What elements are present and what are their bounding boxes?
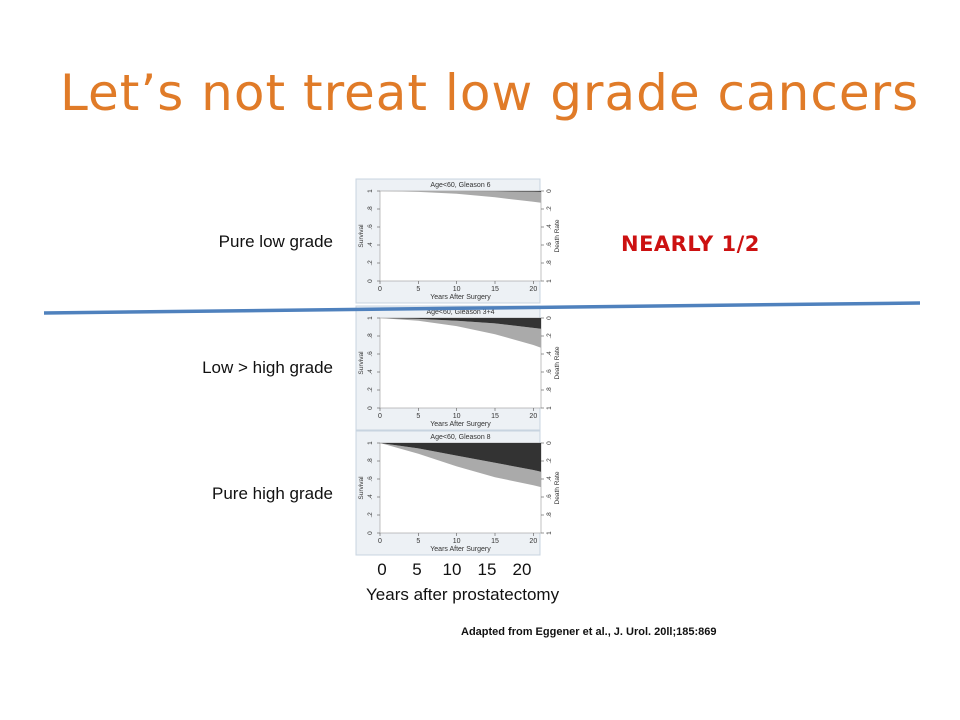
citation: Adapted from Eggener et al., J. Urol. 20… (461, 626, 717, 638)
right-y-axis-title: Death Rate (554, 346, 561, 379)
x-tick-label: 5 (416, 286, 420, 293)
left-y-tick-label: .8 (367, 333, 374, 339)
left-y-tick-label: .2 (367, 512, 374, 518)
right-y-tick-label: 0 (546, 316, 553, 320)
outer-x-tick-label: 0 (377, 560, 387, 579)
x-tick-label: 10 (453, 538, 461, 545)
x-tick-label: 20 (529, 286, 537, 293)
left-y-tick-label: 0 (367, 406, 374, 410)
panel-title: Age<60, Gleason 3+4 (426, 309, 494, 316)
right-y-tick-label: 1 (546, 406, 553, 410)
left-y-axis-title: Survival (358, 351, 365, 375)
x-tick-label: 20 (529, 538, 537, 545)
x-tick-label: 15 (491, 538, 499, 545)
right-y-tick-label: .2 (546, 206, 553, 212)
outer-x-tick-label: 15 (477, 560, 497, 579)
right-y-tick-label: 0 (546, 441, 553, 445)
right-y-tick-label: .2 (546, 458, 553, 464)
panel-1: Age<60, Gleason 60 1.2.8.4.6.6.4.8.21 0Sur… (355, 178, 561, 304)
right-y-tick-label: .2 (546, 333, 553, 339)
panel-title: Age<60, Gleason 8 (430, 434, 490, 441)
x-tick-label: 10 (453, 413, 461, 420)
row-label-low-high: Low > high grade (202, 358, 333, 377)
left-y-tick-label: .6 (367, 224, 374, 230)
x-tick-label: 0 (378, 413, 382, 420)
left-y-tick-label: .8 (367, 206, 374, 212)
row-label-pure-high: Pure high grade (212, 484, 333, 503)
left-y-tick-label: .4 (367, 242, 374, 248)
outer-x-tick-label: 20 (512, 560, 532, 579)
outer-x-tick-label: 5 (412, 560, 422, 579)
cancer-death-area (380, 318, 541, 329)
panel-title: Age<60, Gleason 6 (430, 182, 490, 189)
panel-x-axis-title: Years After Surgery (430, 294, 491, 301)
left-y-tick-label: .4 (367, 494, 374, 500)
left-y-tick-label: .2 (367, 387, 374, 393)
right-y-tick-label: .6 (546, 369, 553, 375)
other-cause-area (380, 318, 541, 348)
plot-area (379, 190, 542, 282)
left-y-tick-label: .2 (367, 260, 374, 266)
outer-x-axis-ticks: 0 5 10 15 20 (370, 560, 550, 582)
left-y-axis-title: Survival (358, 476, 365, 500)
left-y-tick-label: 0 (367, 279, 374, 283)
other-cause-area (380, 191, 541, 203)
panel-3: Age<60, Gleason 80 1.2.8.4.6.6.4.8.21 0Sur… (355, 430, 561, 556)
panel-x-axis-title: Years After Surgery (430, 546, 491, 553)
divider-line (43, 301, 921, 315)
left-y-tick-label: .6 (367, 476, 374, 482)
right-y-axis-title: Death Rate (554, 471, 561, 504)
panel-x-axis-title: Years After Surgery (430, 421, 491, 428)
right-y-axis-title: Death Rate (554, 219, 561, 252)
left-y-tick-label: .4 (367, 369, 374, 375)
x-tick-label: 10 (453, 286, 461, 293)
right-y-tick-label: .4 (546, 351, 553, 357)
x-tick-label: 5 (416, 538, 420, 545)
x-tick-label: 0 (378, 286, 382, 293)
row-label-pure-low: Pure low grade (218, 232, 333, 251)
right-y-tick-label: 1 (546, 531, 553, 535)
left-y-tick-label: .6 (367, 351, 374, 357)
right-y-tick-label: .4 (546, 224, 553, 230)
right-y-tick-label: .6 (546, 242, 553, 248)
cancer-death-area (380, 443, 541, 472)
x-tick-label: 20 (529, 413, 537, 420)
right-y-tick-label: .8 (546, 260, 553, 266)
left-y-axis-title: Survival (358, 224, 365, 248)
outer-x-tick-label: 10 (442, 560, 462, 579)
right-y-tick-label: .6 (546, 494, 553, 500)
left-y-tick-label: 1 (367, 316, 374, 320)
x-tick-label: 15 (491, 286, 499, 293)
right-y-tick-label: 1 (546, 279, 553, 283)
slide-title: Let’s not treat low grade cancers (60, 64, 920, 122)
nearly-half-callout: NEARLY 1/2 (621, 232, 760, 256)
right-y-tick-label: 0 (546, 189, 553, 193)
right-y-tick-label: .4 (546, 476, 553, 482)
other-cause-area (380, 443, 541, 488)
left-y-tick-label: 1 (367, 441, 374, 445)
left-y-tick-label: 0 (367, 531, 374, 535)
right-y-tick-label: .8 (546, 387, 553, 393)
left-y-tick-label: .8 (367, 458, 374, 464)
x-tick-label: 0 (378, 538, 382, 545)
cancer-death-area (380, 191, 541, 192)
left-y-tick-label: 1 (367, 189, 374, 193)
outer-x-axis-title: Years after prostatectomy (366, 585, 560, 604)
right-y-tick-label: .8 (546, 512, 553, 518)
x-tick-label: 5 (416, 413, 420, 420)
x-tick-label: 15 (491, 413, 499, 420)
panel-2: Age<60, Gleason 3+40 1.2.8.4.6.6.4.8.21 0S… (355, 305, 561, 431)
